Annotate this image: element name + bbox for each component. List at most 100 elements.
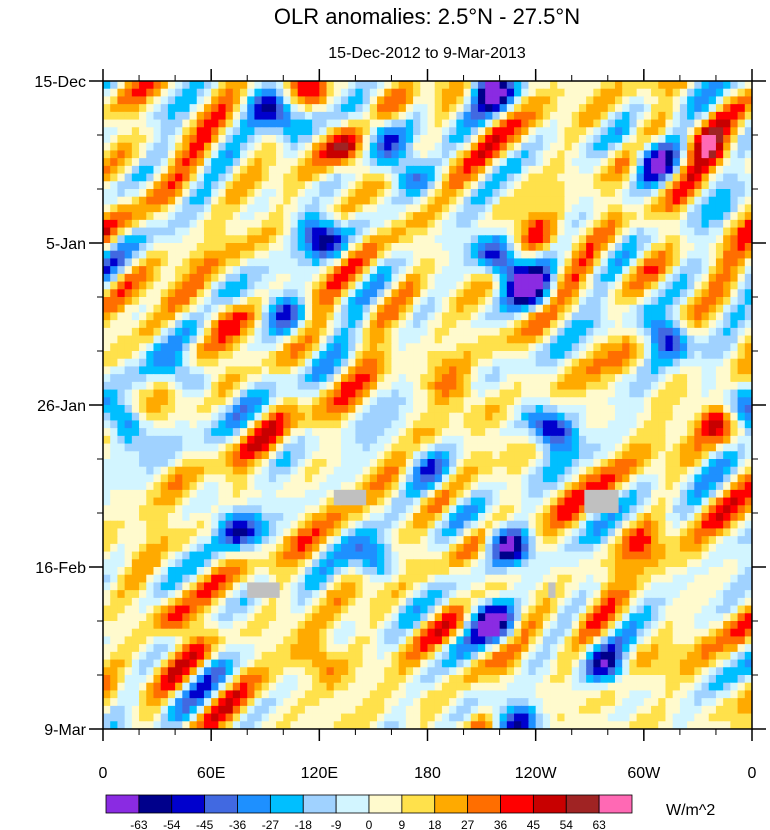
heatmap-cell [146, 104, 155, 113]
heatmap-cell [232, 351, 241, 360]
heatmap-cell [622, 158, 631, 167]
heatmap-cell [578, 104, 587, 113]
heatmap-cell [175, 505, 183, 514]
heatmap-cell [694, 266, 703, 275]
heatmap-cell [441, 366, 450, 375]
heatmap-cell [268, 204, 277, 213]
heatmap-cell [182, 266, 191, 275]
heatmap-cell [672, 405, 681, 414]
heatmap-cell [283, 466, 292, 476]
heatmap-cell [708, 142, 717, 152]
heatmap-cell [117, 181, 126, 190]
heatmap-cell [715, 312, 724, 321]
heatmap-cell [744, 227, 752, 236]
heatmap-cell [701, 88, 710, 98]
heatmap-cell [535, 381, 544, 391]
heatmap-cell [261, 397, 270, 406]
heatmap-cell [643, 158, 652, 167]
heatmap-cell [737, 135, 746, 144]
heatmap-cell [636, 111, 645, 121]
heatmap-cell [477, 343, 486, 352]
heatmap-cell [622, 96, 631, 105]
heatmap-cell [196, 366, 205, 375]
heatmap-cell [636, 289, 645, 298]
heatmap-cell [420, 381, 429, 391]
heatmap-cell [694, 343, 703, 352]
heatmap-cell [326, 181, 335, 190]
heatmap-cell [405, 466, 414, 476]
heatmap-cell [514, 119, 522, 128]
heatmap-cell [521, 158, 530, 167]
heatmap-cell [355, 428, 364, 437]
heatmap-cell [449, 243, 457, 252]
heatmap-cell [535, 374, 544, 383]
heatmap-cell [542, 482, 551, 491]
heatmap-cell [160, 366, 169, 375]
heatmap-cell [441, 212, 450, 221]
heatmap-cell [614, 127, 623, 136]
heatmap-cell [607, 366, 616, 375]
heatmap-cell [535, 111, 544, 121]
heatmap-cell [283, 351, 292, 360]
heatmap-cell [160, 428, 169, 437]
heatmap-cell [312, 227, 320, 236]
heatmap-cell [463, 127, 472, 136]
heatmap-cell [571, 142, 580, 152]
heatmap-cell [413, 81, 421, 90]
heatmap-cell [333, 243, 342, 252]
heatmap-cell [319, 435, 328, 445]
heatmap-cell [441, 142, 450, 152]
heatmap-cell [103, 466, 111, 476]
heatmap-cell [477, 135, 486, 144]
heatmap-cell [571, 351, 580, 360]
heatmap-cell [730, 397, 739, 406]
heatmap-cell [730, 165, 739, 175]
heatmap-cell [723, 243, 731, 252]
heatmap-cell [564, 196, 573, 206]
heatmap-cell [629, 304, 638, 314]
heatmap-cell [715, 459, 724, 468]
heatmap-cell [182, 412, 191, 422]
heatmap-cell [730, 443, 739, 452]
heatmap-cell [160, 235, 169, 244]
heatmap-cell [247, 405, 256, 414]
heatmap-cell [564, 482, 573, 491]
heatmap-cell [622, 119, 631, 128]
heatmap-cell [189, 111, 198, 121]
heatmap-cell [240, 165, 248, 175]
heatmap-cell [203, 459, 212, 468]
heatmap-cell [694, 443, 703, 452]
heatmap-cell [600, 212, 609, 221]
heatmap-cell [377, 104, 385, 113]
heatmap-cell [694, 320, 703, 329]
heatmap-cell [578, 320, 587, 329]
heatmap-cell [326, 81, 335, 90]
heatmap-cell [268, 173, 277, 182]
heatmap-cell [398, 389, 407, 398]
heatmap-cell [485, 459, 493, 468]
heatmap-cell [117, 351, 126, 360]
heatmap-cell [456, 374, 465, 383]
heatmap-cell [139, 81, 147, 90]
heatmap-cell [131, 327, 140, 337]
heatmap-cell [687, 127, 695, 136]
heatmap-cell [290, 173, 299, 182]
heatmap-cell [550, 266, 558, 275]
heatmap-cell [636, 381, 645, 391]
heatmap-cell [687, 405, 695, 414]
heatmap-cell [514, 435, 522, 445]
heatmap-cell [636, 212, 645, 221]
heatmap-cell [160, 189, 169, 198]
heatmap-cell [405, 320, 414, 329]
heatmap-cell [470, 389, 479, 398]
heatmap-cell [701, 196, 710, 206]
heatmap-cell [708, 327, 717, 337]
heatmap-cell [283, 412, 292, 422]
heatmap-cell [355, 173, 364, 182]
heatmap-cell [586, 111, 594, 121]
heatmap-cell [679, 266, 688, 275]
heatmap-cell [240, 235, 248, 244]
heatmap-cell [326, 374, 335, 383]
heatmap-cell [290, 320, 299, 329]
heatmap-cell [665, 405, 674, 414]
